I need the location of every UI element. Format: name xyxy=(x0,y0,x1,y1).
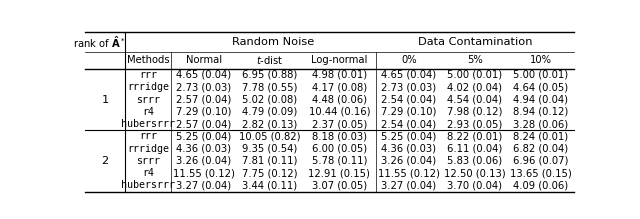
Text: 8.18 (0.03): 8.18 (0.03) xyxy=(312,131,367,141)
Text: 4.94 (0.04): 4.94 (0.04) xyxy=(513,95,568,104)
Text: 8.94 (0.12): 8.94 (0.12) xyxy=(513,107,568,117)
Text: 8.24 (0.01): 8.24 (0.01) xyxy=(513,131,568,141)
Text: 5.78 (0.11): 5.78 (0.11) xyxy=(312,156,367,166)
Text: 4.48 (0.06): 4.48 (0.06) xyxy=(312,95,367,104)
Text: 3.07 (0.05): 3.07 (0.05) xyxy=(312,180,367,190)
Text: rrridge: rrridge xyxy=(127,144,169,154)
Text: 4.65 (0.04): 4.65 (0.04) xyxy=(176,70,231,80)
Text: 2.54 (0.04): 2.54 (0.04) xyxy=(381,119,436,129)
Text: 2.54 (0.04): 2.54 (0.04) xyxy=(381,95,436,104)
Text: $t$-dist: $t$-dist xyxy=(256,55,284,67)
Text: 8.22 (0.01): 8.22 (0.01) xyxy=(447,131,502,141)
Text: Log-normal: Log-normal xyxy=(311,55,367,65)
Text: 0%: 0% xyxy=(401,55,417,65)
Text: 5.83 (0.06): 5.83 (0.06) xyxy=(447,156,502,166)
Text: 5.02 (0.08): 5.02 (0.08) xyxy=(242,95,297,104)
Text: 5.00 (0.01): 5.00 (0.01) xyxy=(513,70,568,80)
Text: 6.82 (0.04): 6.82 (0.04) xyxy=(513,144,568,154)
Text: 2.93 (0.05): 2.93 (0.05) xyxy=(447,119,502,129)
Text: hubersrrr: hubersrrr xyxy=(121,119,175,129)
Text: 4.65 (0.04): 4.65 (0.04) xyxy=(381,70,436,80)
Text: 3.70 (0.04): 3.70 (0.04) xyxy=(447,180,502,190)
Text: 6.95 (0.88): 6.95 (0.88) xyxy=(242,70,297,80)
Text: 3.44 (0.11): 3.44 (0.11) xyxy=(242,180,297,190)
Text: 11.55 (0.12): 11.55 (0.12) xyxy=(378,168,440,178)
Text: hubersrrr: hubersrrr xyxy=(121,180,175,190)
Text: 9.35 (0.54): 9.35 (0.54) xyxy=(242,144,297,154)
Text: 5%: 5% xyxy=(467,55,483,65)
Text: 12.50 (0.13): 12.50 (0.13) xyxy=(444,168,506,178)
Text: 12.91 (0.15): 12.91 (0.15) xyxy=(308,168,370,178)
Text: 6.96 (0.07): 6.96 (0.07) xyxy=(513,156,568,166)
Text: 4.54 (0.04): 4.54 (0.04) xyxy=(447,95,502,104)
Text: rrr: rrr xyxy=(139,131,157,141)
Text: 2.73 (0.03): 2.73 (0.03) xyxy=(381,82,436,92)
Text: 2.73 (0.03): 2.73 (0.03) xyxy=(176,82,231,92)
Text: r4: r4 xyxy=(142,107,154,117)
Text: 5.00 (0.01): 5.00 (0.01) xyxy=(447,70,502,80)
Text: 3.27 (0.04): 3.27 (0.04) xyxy=(381,180,436,190)
Text: r4: r4 xyxy=(142,168,154,178)
Text: 7.75 (0.12): 7.75 (0.12) xyxy=(242,168,298,178)
Text: Data Contamination: Data Contamination xyxy=(417,37,532,47)
Text: 3.26 (0.04): 3.26 (0.04) xyxy=(176,156,231,166)
Text: rrr: rrr xyxy=(139,70,157,80)
Text: 4.79 (0.09): 4.79 (0.09) xyxy=(242,107,297,117)
Text: 4.09 (0.06): 4.09 (0.06) xyxy=(513,180,568,190)
Text: 7.29 (0.10): 7.29 (0.10) xyxy=(176,107,232,117)
Text: 4.02 (0.04): 4.02 (0.04) xyxy=(447,82,502,92)
Text: rank of $\mathbf{\hat{A}}^*$: rank of $\mathbf{\hat{A}}^*$ xyxy=(73,35,125,50)
Text: 7.78 (0.55): 7.78 (0.55) xyxy=(242,82,297,92)
Text: 11.55 (0.12): 11.55 (0.12) xyxy=(173,168,235,178)
Text: 7.29 (0.10): 7.29 (0.10) xyxy=(381,107,436,117)
Text: 4.36 (0.03): 4.36 (0.03) xyxy=(176,144,231,154)
Text: 3.27 (0.04): 3.27 (0.04) xyxy=(176,180,231,190)
Text: 7.98 (0.12): 7.98 (0.12) xyxy=(447,107,502,117)
Text: 13.65 (0.15): 13.65 (0.15) xyxy=(509,168,572,178)
Text: 1: 1 xyxy=(101,95,109,104)
Text: 5.25 (0.04): 5.25 (0.04) xyxy=(176,131,232,141)
Text: 2.82 (0.13): 2.82 (0.13) xyxy=(242,119,297,129)
Text: srrr: srrr xyxy=(136,156,160,166)
Text: Random Noise: Random Noise xyxy=(232,37,315,47)
Text: 7.81 (0.11): 7.81 (0.11) xyxy=(242,156,297,166)
Text: Methods: Methods xyxy=(127,55,170,65)
Text: 4.64 (0.05): 4.64 (0.05) xyxy=(513,82,568,92)
Text: 4.36 (0.03): 4.36 (0.03) xyxy=(381,144,436,154)
Text: 3.28 (0.06): 3.28 (0.06) xyxy=(513,119,568,129)
Text: 2.57 (0.04): 2.57 (0.04) xyxy=(176,119,232,129)
Text: 6.11 (0.04): 6.11 (0.04) xyxy=(447,144,502,154)
Text: 3.26 (0.04): 3.26 (0.04) xyxy=(381,156,436,166)
Text: 10%: 10% xyxy=(530,55,552,65)
Text: Normal: Normal xyxy=(186,55,222,65)
Text: srrr: srrr xyxy=(136,95,160,104)
Text: 10.44 (0.16): 10.44 (0.16) xyxy=(308,107,370,117)
Text: 2.57 (0.04): 2.57 (0.04) xyxy=(176,95,232,104)
Text: 2: 2 xyxy=(102,156,109,166)
Text: rrridge: rrridge xyxy=(127,82,169,92)
Text: 2.37 (0.05): 2.37 (0.05) xyxy=(312,119,367,129)
Text: 4.17 (0.08): 4.17 (0.08) xyxy=(312,82,367,92)
Text: 6.00 (0.05): 6.00 (0.05) xyxy=(312,144,367,154)
Text: 5.25 (0.04): 5.25 (0.04) xyxy=(381,131,436,141)
Text: 10.05 (0.82): 10.05 (0.82) xyxy=(239,131,300,141)
Text: 4.98 (0.01): 4.98 (0.01) xyxy=(312,70,367,80)
